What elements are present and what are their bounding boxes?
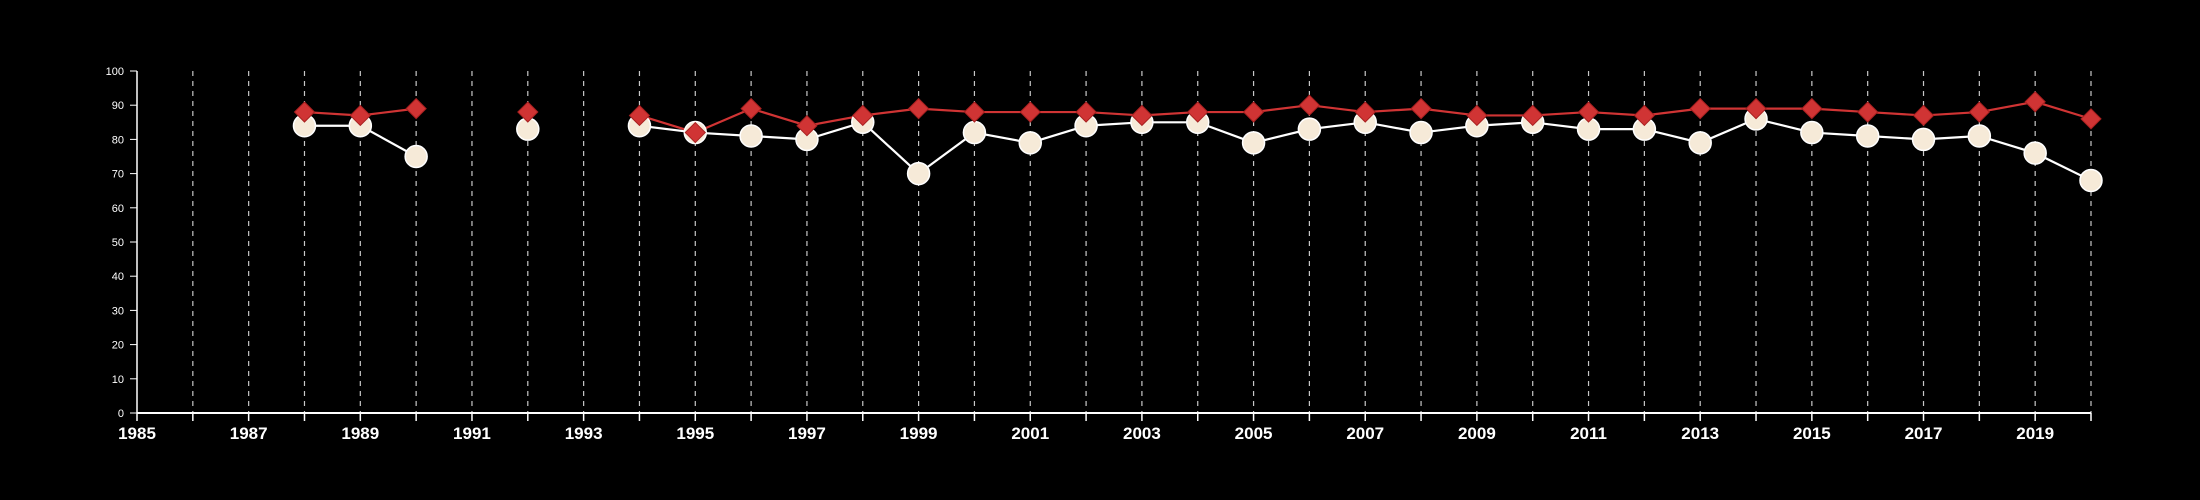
circle-point-2015	[1800, 120, 1824, 145]
y-tick-label-40: 40	[112, 271, 124, 283]
axes: 0 10 20 30 40 50 60 70 80 90 100 1985 1987 1989 1991 19…	[106, 66, 2092, 443]
diamond-point-2004	[1187, 101, 1209, 123]
x-tick-label-2003: 2003	[1123, 424, 1161, 443]
diamond-point-2011	[1577, 101, 1600, 123]
x-tick-label-2015: 2015	[1793, 424, 1831, 443]
y-tick-label-80: 80	[112, 134, 124, 146]
x-tick-label-1993: 1993	[565, 424, 603, 443]
y-tick-label-60: 60	[112, 203, 124, 215]
diamond-point-1989	[349, 104, 372, 127]
circle-point-2018	[1967, 124, 1992, 148]
diamond-point-1999	[907, 97, 930, 120]
circle-point-2001	[1018, 131, 1043, 155]
y-tick-label-0: 0	[118, 408, 124, 420]
x-tick-label-2017: 2017	[1905, 424, 1943, 443]
series-layer	[292, 91, 2103, 193]
circle-point-1999	[906, 161, 931, 186]
diamond-point-2018	[1968, 101, 1991, 123]
diamond-point-2002	[1075, 101, 1097, 123]
circle-point-2013	[1688, 131, 1712, 155]
x-tick-label-1987: 1987	[230, 424, 268, 443]
diamond-point-1998	[852, 104, 874, 127]
diamond-point-2005	[1242, 101, 1265, 123]
x-tick-label-1989: 1989	[341, 424, 379, 443]
x-tick-label-1999: 1999	[900, 424, 938, 443]
circle-point-1990	[404, 144, 428, 169]
diamond-point-2014	[1745, 97, 1767, 120]
x-tick-label-2013: 2013	[1681, 424, 1719, 443]
circle-point-2008	[1409, 120, 1433, 145]
diamond-point-2010	[1522, 104, 1544, 127]
y-tick-label-20: 20	[112, 340, 124, 352]
y-tick-label-30: 30	[112, 305, 124, 317]
x-tick-label-2005: 2005	[1235, 424, 1273, 443]
diamond-point-2019	[2024, 91, 2046, 113]
circle-point-2020	[2079, 168, 2103, 193]
diamond-point-2003	[1131, 104, 1153, 127]
diamond-point-2007	[1354, 101, 1376, 123]
y-tick-label-10: 10	[112, 374, 124, 386]
x-tick-label-2009: 2009	[1458, 424, 1496, 443]
diamond-point-2000	[963, 101, 986, 123]
x-tick-label-2001: 2001	[1011, 424, 1049, 443]
gridlines	[192, 71, 2092, 413]
circle-point-2017	[1911, 127, 1936, 152]
circle-point-2000	[962, 120, 987, 145]
y-tick-label-100: 100	[106, 66, 124, 78]
diamond-point-1996	[740, 97, 762, 120]
circle-point-2019	[2023, 141, 2047, 165]
x-tick-label-2019: 2019	[2016, 424, 2054, 443]
diamond-point-2012	[1633, 104, 1656, 127]
x-tick-label-2007: 2007	[1346, 424, 1384, 443]
diamond-point-1995	[684, 121, 706, 144]
circle-point-2005	[1241, 131, 1266, 155]
diamond-point-2016	[1856, 101, 1879, 123]
diamond-point-2006	[1298, 94, 1321, 116]
diamond-point-1990	[405, 97, 427, 120]
x-tick-label-2011: 2011	[1570, 424, 1607, 443]
y-tick-label-70: 70	[112, 169, 124, 181]
diamond-point-2013	[1689, 97, 1711, 120]
diamond-point-1994	[628, 104, 651, 127]
circle-point-2006	[1297, 117, 1322, 141]
x-tick-label-1985: 1985	[118, 424, 156, 443]
circle-point-2016	[1855, 124, 1880, 148]
x-tick-label-1991: 1991	[453, 424, 491, 443]
diamond-point-1988	[293, 101, 316, 123]
diamond-point-1992	[517, 101, 539, 123]
x-tick-label-1995: 1995	[676, 424, 714, 443]
diamond-point-1997	[796, 115, 818, 137]
circle-point-1996	[739, 124, 763, 148]
diamond-point-2017	[1912, 104, 1935, 127]
diamond-point-2001	[1019, 101, 1041, 123]
diamond-point-2009	[1466, 104, 1488, 127]
y-tick-label-90: 90	[112, 100, 124, 112]
y-tick-label-50: 50	[112, 237, 124, 249]
x-tick-label-1997: 1997	[788, 424, 826, 443]
diamond-point-2015	[1801, 97, 1823, 120]
diamond-point-2020	[2080, 108, 2102, 130]
diamond-point-2008	[1410, 97, 1432, 120]
